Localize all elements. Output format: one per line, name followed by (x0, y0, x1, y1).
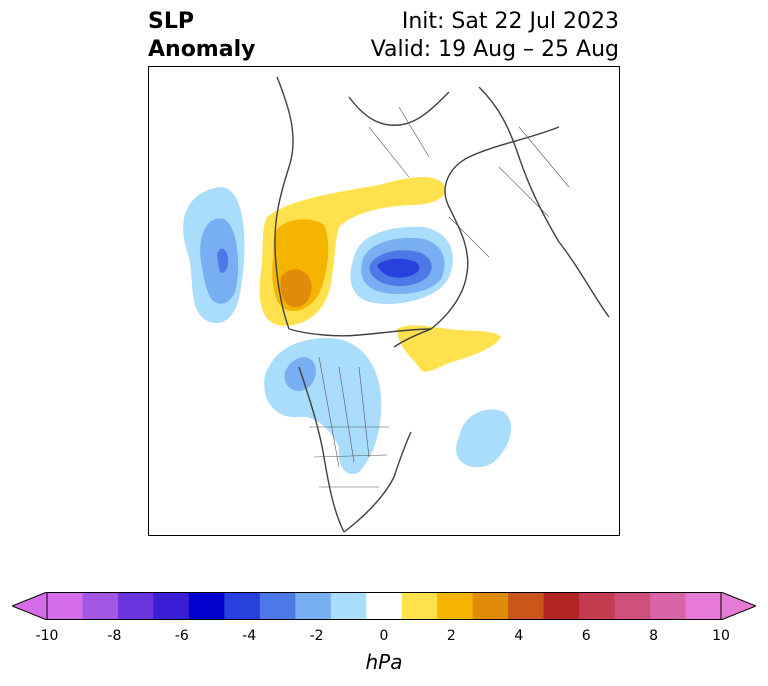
colorbar-bin (508, 592, 545, 620)
map-title: SLP Anomaly (148, 8, 255, 64)
colorbar-tick-label: -2 (309, 628, 324, 644)
colorbar-bin (259, 592, 296, 620)
colorbar-tick-label: 2 (446, 628, 456, 644)
init-date-label: Init: Sat 22 Jul 2023 (401, 9, 619, 34)
colorbar-bin (579, 592, 616, 620)
colorbar-tick-label: 0 (379, 628, 389, 644)
colorbar-bin (437, 592, 474, 620)
colorbar-frame (46, 592, 722, 620)
colorbar-bin (47, 592, 83, 620)
title-variable-line1: SLP (148, 9, 194, 34)
map-panel (148, 66, 620, 536)
colorbar-bin (330, 592, 367, 620)
colorbar-bin (401, 592, 438, 620)
negative-anomaly-shading (183, 186, 512, 475)
siberia-low-core (377, 258, 420, 278)
colorbar-bin (650, 592, 687, 620)
colorbar-bin (188, 592, 225, 620)
positive-anomaly-shading (259, 177, 501, 372)
valid-date-label: Valid: 19 Aug – 25 Aug (370, 37, 619, 62)
colorbar-bin (614, 592, 651, 620)
colorbar-bin (117, 592, 154, 620)
map-canvas (183, 76, 610, 533)
colorbar-under-extension (12, 592, 48, 620)
colorbar-tick-label: 4 (514, 628, 524, 644)
colorbar-tick-label: -10 (35, 628, 59, 644)
colorbar-bin (685, 592, 722, 620)
colorbar-bin (224, 592, 261, 620)
central-pacific-low-core (217, 248, 229, 273)
colorbar-bin (366, 592, 403, 620)
colorbar-bin (295, 592, 332, 620)
colorbar (12, 592, 756, 620)
colorbar-units-label: hPa (365, 650, 403, 674)
colorbar-bin (82, 592, 119, 620)
north-atlantic-low (456, 409, 512, 468)
map-subtitle: Init: Sat 22 Jul 2023 Valid: 19 Aug – 25… (371, 8, 619, 64)
borders (309, 106, 570, 488)
title-variable-line2: Anomaly (148, 37, 256, 62)
colorbar-tick-label: 10 (712, 628, 730, 644)
colorbar-bin (543, 592, 580, 620)
colorbar-tick-label: -8 (107, 628, 122, 644)
colorbar-bin (153, 592, 190, 620)
colorbar-tick-label: -6 (174, 628, 189, 644)
greenland-high (397, 325, 501, 372)
east-asia-high-core (280, 269, 312, 308)
colorbar-tick-label: 8 (649, 628, 659, 644)
colorbar-bin (472, 592, 509, 620)
colorbar-over-extension (720, 592, 756, 620)
colorbar-tick-label: -4 (242, 628, 257, 644)
western-canada-trough-inner (284, 357, 316, 392)
colorbar-tick-label: 6 (581, 628, 591, 644)
coastlines (274, 76, 610, 533)
